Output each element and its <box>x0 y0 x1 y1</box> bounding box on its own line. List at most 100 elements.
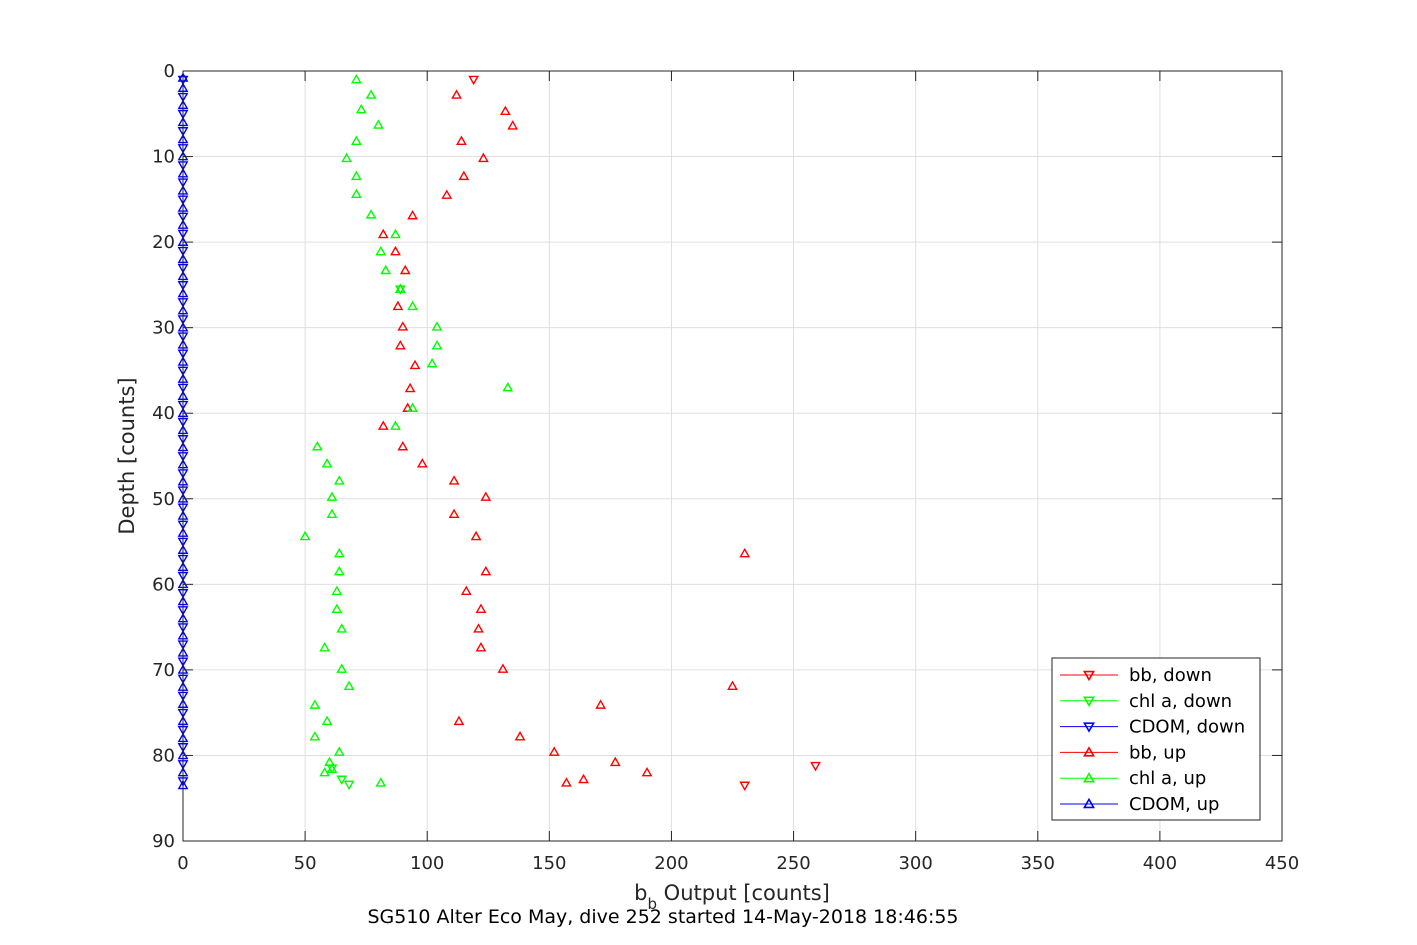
data-point <box>341 152 353 163</box>
data-point <box>456 135 467 146</box>
data-point <box>397 321 409 331</box>
data-point <box>390 245 401 256</box>
legend-marker <box>1083 746 1095 757</box>
legend-label: bb, up <box>1129 742 1186 763</box>
data-point <box>404 382 416 393</box>
legend-marker <box>1083 670 1095 682</box>
data-point <box>309 731 321 741</box>
data-point <box>390 420 401 430</box>
data-point <box>333 547 345 558</box>
series-0 <box>468 75 821 791</box>
data-point <box>333 746 345 756</box>
y-tick-label: 70 <box>152 660 175 681</box>
data-point <box>350 73 362 84</box>
x-axis-label-subscript: b <box>647 895 657 913</box>
data-markers <box>177 72 821 791</box>
data-point <box>392 300 404 311</box>
data-point <box>407 402 418 412</box>
legend-label: chl a, down <box>1129 691 1232 712</box>
data-point <box>377 420 389 430</box>
data-point <box>448 475 460 485</box>
legend-label: CDOM, down <box>1129 717 1245 738</box>
data-point <box>426 357 438 368</box>
data-point <box>331 585 343 596</box>
data-point <box>727 680 738 690</box>
x-tick-label: 150 <box>532 853 566 874</box>
y-tick-label: 0 <box>164 61 175 82</box>
data-point <box>355 103 367 114</box>
data-point <box>578 773 589 784</box>
y-tick-label: 60 <box>152 574 175 595</box>
x-axis-label: bb Output [counts] <box>634 881 830 913</box>
y-axis-label: Depth [counts] <box>115 377 139 534</box>
data-point <box>319 642 331 652</box>
data-point <box>336 623 348 633</box>
x-axis-label-main: b <box>634 881 647 905</box>
series-4 <box>299 73 514 787</box>
y-tick-label: 50 <box>152 489 175 510</box>
y-tick-label: 30 <box>152 318 175 339</box>
data-point <box>641 766 653 777</box>
legend-item: bb, up <box>1060 742 1186 763</box>
data-point <box>311 440 323 451</box>
data-point <box>380 264 392 275</box>
data-point <box>397 440 409 451</box>
legend-item: chl a, down <box>1060 691 1232 712</box>
data-point <box>321 715 333 726</box>
plot-frame <box>182 70 1283 842</box>
data-point <box>739 781 751 791</box>
data-point <box>451 89 462 99</box>
data-point <box>336 775 348 786</box>
x-tick-label: 350 <box>1021 853 1055 874</box>
data-point <box>309 699 321 709</box>
x-tick-label: 450 <box>1265 853 1299 874</box>
data-point <box>431 321 443 331</box>
data-point <box>394 340 406 350</box>
chart-title: SG510 Alter Eco May, dive 252 started 14… <box>367 906 958 928</box>
data-point <box>475 642 487 652</box>
axis-ticks: 0 50 100 150 200 250 300 350 400 450 0 10 20 30 40 50 60… <box>152 61 1299 874</box>
data-point <box>480 565 492 576</box>
x-tick-label: 100 <box>410 853 444 874</box>
data-point <box>409 359 421 370</box>
data-point <box>416 458 428 468</box>
x-tick-label: 400 <box>1143 853 1177 874</box>
data-point <box>502 381 514 392</box>
data-point <box>507 120 519 130</box>
data-point <box>477 152 489 163</box>
legend-box <box>1051 657 1261 821</box>
legend-marker <box>1083 722 1095 733</box>
data-point <box>609 756 621 767</box>
legend-label: bb, down <box>1129 665 1212 686</box>
data-point <box>343 780 355 791</box>
legend: bb, down chl a, down CDOM, down bb, up chl a… <box>1051 657 1261 821</box>
x-tick-label: 0 <box>177 853 188 874</box>
data-point <box>336 663 348 673</box>
data-point <box>350 135 362 146</box>
data-point <box>365 89 377 99</box>
data-point <box>497 663 509 673</box>
data-point <box>468 75 480 86</box>
data-point <box>458 170 470 181</box>
data-point <box>394 283 406 294</box>
y-tick-label: 10 <box>152 147 175 168</box>
legend-item: chl a, up <box>1060 768 1206 789</box>
x-axis-label-rest: Output [counts] <box>657 881 830 905</box>
data-point <box>407 209 418 220</box>
legend-label: CDOM, up <box>1129 794 1219 815</box>
data-point <box>372 119 384 129</box>
data-point <box>375 777 387 787</box>
data-point <box>299 530 311 541</box>
y-tick-label: 40 <box>152 403 175 424</box>
data-point <box>375 245 387 256</box>
data-point <box>739 547 751 558</box>
data-point <box>390 228 401 239</box>
data-point <box>333 565 345 576</box>
data-point <box>595 699 607 709</box>
data-point <box>331 603 343 613</box>
data-point <box>480 491 492 501</box>
x-tick-label: 300 <box>898 853 932 874</box>
data-point <box>326 763 338 773</box>
data-point <box>470 530 482 541</box>
